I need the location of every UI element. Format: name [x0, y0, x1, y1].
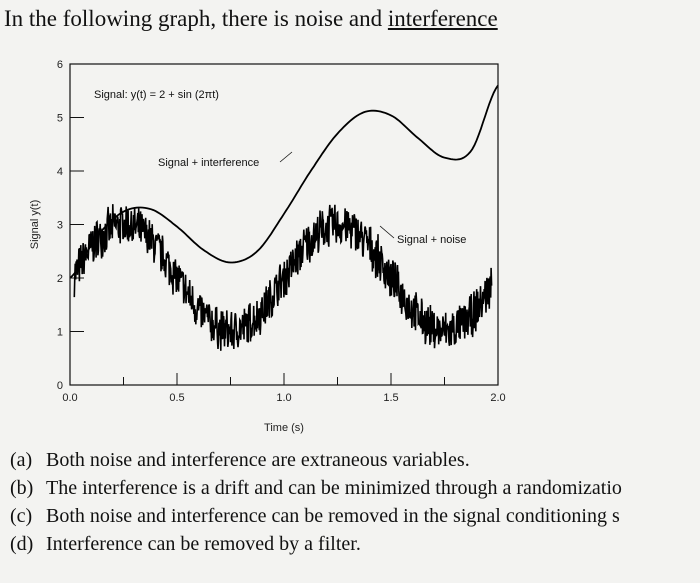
- y-tick-label: 6: [57, 59, 63, 71]
- option-d-letter: (d): [10, 533, 34, 555]
- x-tick-label: 0.5: [169, 392, 184, 404]
- option-a[interactable]: (a) Both noise and interference are extra…: [10, 446, 700, 474]
- tick-labels: 0.0 0.5 1.0 1.5 2.0 0 1 2 3 4 5 6: [57, 59, 506, 404]
- answer-options: (a) Both noise and interference are extra…: [10, 446, 700, 558]
- question-underlined-word: interference: [387, 6, 498, 31]
- y-axis-label: Signal y(t): [29, 200, 41, 250]
- series-signal-interference-line: [69, 84, 499, 279]
- y-tick-label: 4: [57, 166, 63, 178]
- question-title: In the following graph, there is noise a…: [4, 6, 498, 32]
- y-tick-label: 3: [57, 220, 63, 232]
- signal-noise-series: [73, 204, 493, 351]
- plot-frame: [69, 63, 499, 386]
- series-signal-noise-line: [73, 204, 493, 351]
- option-c[interactable]: (c) Both noise and interference can be re…: [10, 502, 700, 530]
- option-d[interactable]: (d) Interference can be removed by a filt…: [10, 530, 700, 558]
- option-a-text: Both noise and interference are extraneo…: [46, 449, 470, 471]
- option-c-text: Both noise and interference can be remov…: [46, 505, 620, 527]
- leader-interference: [279, 151, 293, 163]
- annotation-signal-interference: Signal + interference: [158, 157, 259, 169]
- annotation-signal-equation: Signal: y(t) = 2 + sin (2πt): [94, 89, 219, 101]
- x-tick-label: 2.0: [490, 392, 505, 404]
- x-tick-label: 1.0: [276, 392, 291, 404]
- question-prefix: In the following graph, there is noise a…: [4, 6, 388, 31]
- y-tick-label: 0: [57, 380, 63, 392]
- y-tick-label: 2: [57, 273, 63, 285]
- option-b-text: The interference is a drift and can be m…: [46, 477, 622, 499]
- y-tick-label: 1: [57, 327, 63, 339]
- signal-interference-series: [69, 84, 499, 279]
- option-d-text: Interference can be removed by a filter.: [46, 533, 361, 555]
- signal-chart: 0.0 0.5 1.0 1.5 2.0 0 1 2 3 4 5 6 Time (s) Signal y…: [29, 59, 506, 434]
- option-b-letter: (b): [10, 477, 34, 499]
- x-tick-label: 0.0: [62, 392, 77, 404]
- option-a-letter: (a): [10, 449, 33, 471]
- x-axis-label: Time (s): [264, 422, 304, 434]
- option-b[interactable]: (b) The interference is a drift and can b…: [10, 474, 700, 502]
- y-tick-label: 5: [57, 113, 63, 125]
- option-c-letter: (c): [10, 505, 33, 527]
- annotation-signal-noise: Signal + noise: [397, 234, 466, 246]
- x-tick-label: 1.5: [383, 392, 398, 404]
- leader-noise: [379, 225, 395, 239]
